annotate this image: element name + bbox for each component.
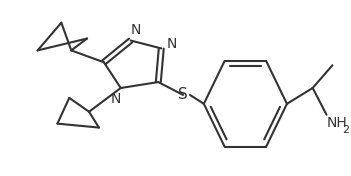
Text: NH: NH <box>326 116 347 130</box>
Text: N: N <box>111 92 121 106</box>
Text: S: S <box>178 87 188 102</box>
Text: N: N <box>166 37 177 51</box>
Text: N: N <box>130 23 141 37</box>
Text: 2: 2 <box>342 125 350 135</box>
